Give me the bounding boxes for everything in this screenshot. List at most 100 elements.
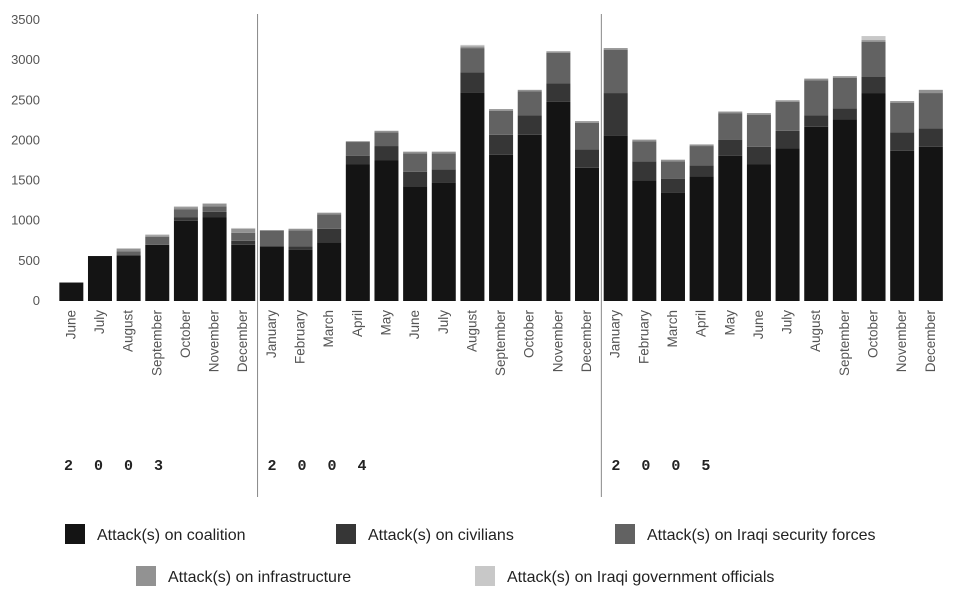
bar-segment	[489, 134, 514, 155]
legend-label: Attack(s) on Iraqi security forces	[647, 527, 876, 544]
bar-segment	[288, 228, 313, 231]
bar-segment	[173, 217, 198, 221]
bar-segment	[804, 115, 829, 127]
bar-segment	[804, 78, 829, 81]
year-label: 2 0 0 4	[268, 458, 373, 475]
bar-segment	[890, 101, 915, 103]
x-tick-label: December	[923, 310, 938, 373]
bar-segment	[689, 165, 714, 177]
bar-segment	[746, 146, 771, 165]
bar-segment	[288, 230, 313, 247]
bar-segment	[746, 164, 771, 301]
bar-segment	[746, 114, 771, 147]
bar-segment	[374, 146, 399, 161]
legend-label: Attack(s) on infrastructure	[168, 569, 351, 586]
bar-segment	[775, 101, 800, 131]
bar-segment	[403, 153, 428, 172]
bar-segment	[116, 248, 141, 249]
legend-swatch	[475, 566, 495, 586]
legend-label: Attack(s) on civilians	[368, 527, 514, 544]
bar-segment	[489, 109, 514, 111]
bar-segment	[460, 92, 485, 301]
y-axis: 0 500 1000 1500 2000 2500 3000 3500	[11, 12, 40, 308]
y-tick-label: 0	[33, 293, 40, 308]
x-tick-label: November	[550, 310, 565, 373]
bar-segment	[603, 135, 628, 301]
bar-segment	[718, 111, 743, 114]
bar-segment	[403, 186, 428, 301]
x-tick-label: July	[436, 310, 451, 334]
year-label: 2 0 0 5	[611, 458, 716, 475]
bar-segment	[689, 144, 714, 147]
bar-segment	[345, 141, 370, 143]
bar-segment	[489, 154, 514, 301]
bar-segment	[918, 89, 943, 94]
bar-segment	[890, 132, 915, 151]
x-tick-label: September	[837, 310, 852, 377]
bar-segment	[832, 108, 857, 120]
x-tick-label: August	[808, 310, 823, 352]
bar-segment	[460, 44, 485, 47]
legend-swatch	[65, 524, 85, 544]
x-tick-label: June	[751, 310, 766, 339]
bar-segment	[145, 236, 170, 245]
bar-segment	[718, 155, 743, 301]
bar-segment	[918, 93, 943, 129]
x-tick-label: March	[665, 310, 680, 348]
bar-segment	[517, 91, 542, 116]
legend-label: Attack(s) on coalition	[97, 527, 246, 544]
bar-segment	[431, 153, 456, 170]
bar-segment	[403, 171, 428, 187]
bar-segment	[546, 83, 571, 102]
bar-segment	[861, 77, 886, 94]
x-tick-label: December	[235, 310, 250, 373]
bar-segment	[890, 150, 915, 301]
bar-segment	[374, 160, 399, 301]
x-tick-label: June	[63, 310, 78, 339]
bar-segment	[489, 110, 514, 135]
bar-segment	[317, 242, 342, 301]
bar-segment	[116, 251, 141, 256]
bar-segment	[202, 211, 227, 218]
bar-segment	[345, 142, 370, 156]
bar-segment	[116, 255, 141, 301]
x-tick-label: June	[407, 310, 422, 339]
bar-segment	[718, 139, 743, 156]
bar-segment	[202, 206, 227, 212]
bar-segment	[288, 249, 313, 301]
bar-segment	[231, 240, 256, 245]
bar-segment	[632, 161, 657, 181]
bar-segment	[317, 212, 342, 215]
bar-segment	[202, 203, 227, 204]
y-tick-label: 2000	[11, 132, 40, 147]
x-tick-label: November	[894, 310, 909, 373]
bar-segment	[145, 235, 170, 237]
bar-segment	[431, 151, 456, 154]
bar-segment	[918, 128, 943, 147]
bar-segment	[603, 49, 628, 94]
x-tick-label: April	[694, 310, 709, 337]
bar-segment	[832, 76, 857, 78]
bar-segment	[603, 48, 628, 50]
bar-segment	[890, 102, 915, 133]
y-tick-label: 1500	[11, 173, 40, 188]
bar-segment	[345, 164, 370, 301]
bars	[59, 36, 943, 301]
bar-segment	[804, 126, 829, 301]
bar-segment	[202, 203, 227, 207]
bar-segment	[374, 130, 399, 133]
year-dividers	[257, 14, 602, 497]
x-axis: June July August September October November De…	[63, 310, 938, 377]
y-tick-label: 3500	[11, 12, 40, 27]
bar-segment	[861, 41, 886, 78]
bar-segment	[575, 167, 600, 301]
bar-segment	[431, 182, 456, 301]
legend: Attack(s) on coalition Attack(s) on civil…	[65, 524, 876, 586]
bar-segment	[575, 149, 600, 168]
bar-segment	[918, 146, 943, 301]
bar-segment	[517, 115, 542, 135]
x-tick-label: July	[92, 310, 107, 334]
y-tick-label: 3000	[11, 52, 40, 67]
x-tick-label: September	[149, 310, 164, 377]
bar-segment	[59, 282, 84, 301]
